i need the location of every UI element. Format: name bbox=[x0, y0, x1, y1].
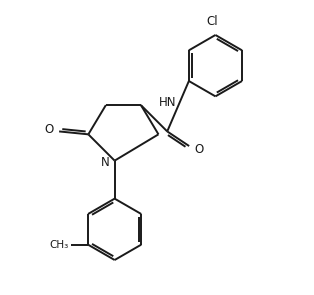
Text: CH₃: CH₃ bbox=[50, 240, 69, 250]
Text: O: O bbox=[45, 124, 54, 137]
Text: N: N bbox=[100, 155, 109, 169]
Text: O: O bbox=[194, 143, 204, 156]
Text: Cl: Cl bbox=[207, 15, 218, 28]
Text: HN: HN bbox=[159, 96, 176, 109]
